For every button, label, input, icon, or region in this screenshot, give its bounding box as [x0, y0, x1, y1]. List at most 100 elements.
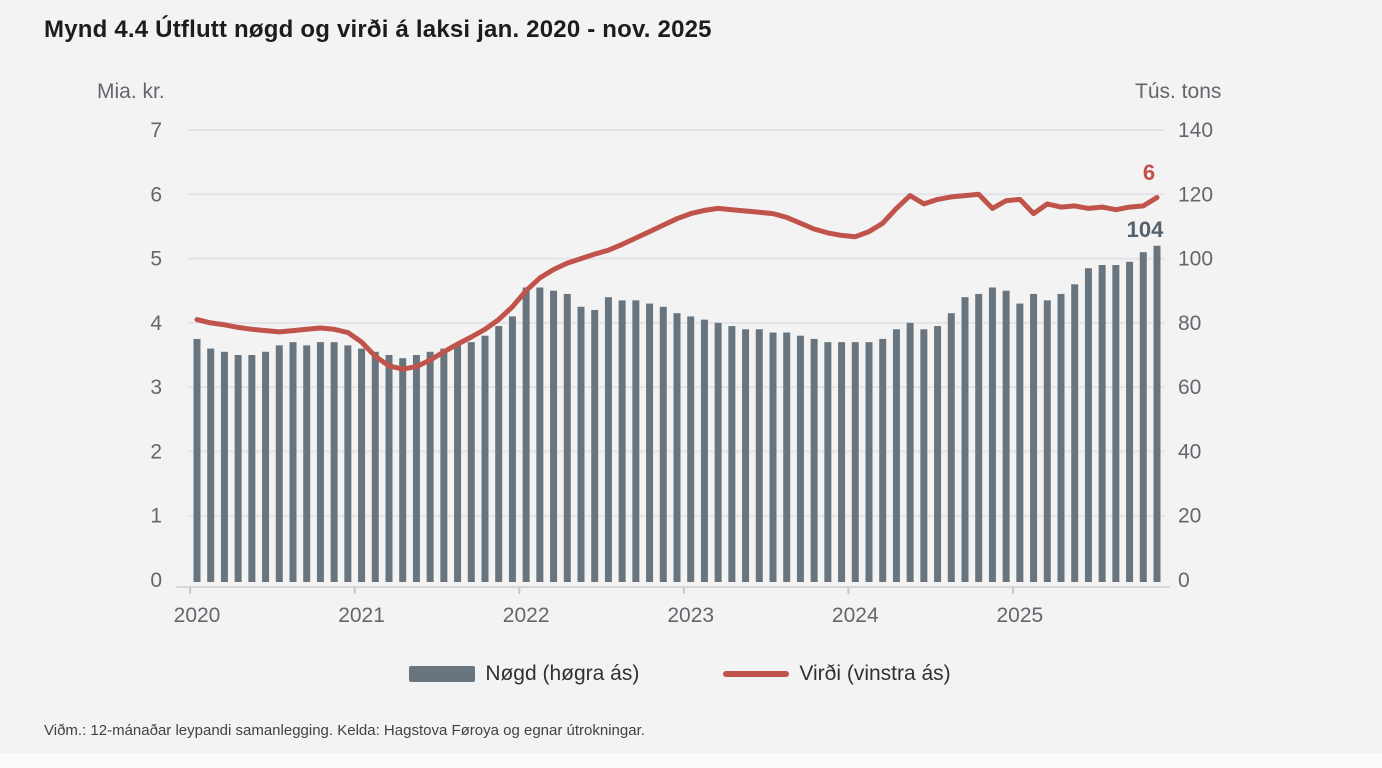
bar: [289, 342, 297, 582]
bar: [454, 345, 462, 582]
bar: [1002, 290, 1010, 582]
bar: [1057, 293, 1065, 582]
bar: [961, 297, 969, 582]
bar: [330, 342, 338, 582]
bar: [358, 348, 366, 582]
bar: [220, 351, 228, 582]
bar: [1030, 293, 1038, 582]
line-series-swatch: [723, 671, 790, 677]
left-axis-unit-label: Mia. kr.: [97, 80, 165, 103]
line-last-value-label: 6: [1142, 160, 1156, 185]
bar-last-value-label: 104: [1126, 217, 1164, 242]
bar: [879, 338, 887, 582]
bar: [412, 355, 420, 582]
bar: [934, 326, 942, 582]
legend-item-quantity: Nøgd (høgra ás): [409, 662, 639, 686]
x-axis-year-label: 2021: [338, 604, 385, 627]
bar: [1126, 261, 1134, 582]
bar: [1016, 303, 1024, 582]
bar: [659, 306, 667, 582]
bar-series: [193, 245, 1161, 582]
right-axis-tick-label: 140: [1178, 119, 1213, 142]
bar: [399, 358, 407, 582]
bar: [262, 351, 270, 582]
x-axis-year-label: 2023: [667, 604, 714, 627]
bar: [1139, 252, 1147, 582]
bar: [947, 313, 955, 582]
left-axis-tick-label: 4: [150, 312, 162, 335]
bar: [892, 329, 900, 582]
bar: [646, 303, 654, 582]
right-axis-tick-label: 40: [1178, 440, 1201, 463]
bar: [1153, 245, 1161, 582]
bar: [783, 332, 791, 582]
bar: [796, 335, 804, 582]
bar: [508, 316, 516, 582]
bar: [1071, 284, 1079, 582]
bar: [234, 355, 242, 582]
bar: [316, 342, 324, 582]
bar: [426, 351, 434, 582]
bar: [193, 338, 201, 582]
right-axis-tick-label: 100: [1178, 248, 1213, 271]
value-line: [194, 191, 1160, 372]
left-axis-tick-label: 0: [150, 569, 162, 592]
left-axis-tick-label: 7: [150, 119, 162, 142]
line-series-label: Virði (vinstra ás): [799, 662, 951, 685]
bar: [207, 348, 215, 582]
bar: [824, 342, 832, 582]
bar-series-swatch: [409, 666, 476, 682]
bar: [467, 342, 475, 582]
axis-labels: 0 1 2 3 4 5 6 7 0 20 40 60 80 100 120 140 2020 2021 2022 20…: [150, 119, 1213, 627]
left-axis-tick-label: 3: [150, 376, 162, 399]
x-axis-year-label: 2022: [503, 604, 550, 627]
bar: [618, 300, 626, 582]
bar: [714, 322, 722, 582]
legend: Nøgd (høgra ás) Virði (vinstra ás): [190, 662, 1170, 686]
left-axis-tick-label: 2: [150, 440, 162, 463]
bar: [988, 287, 996, 582]
bar: [851, 342, 859, 582]
bar: [906, 322, 914, 582]
x-axis-year-label: 2020: [174, 604, 221, 627]
right-axis-tick-label: 80: [1178, 312, 1201, 335]
bar: [303, 345, 311, 582]
right-axis-unit-label: Tús. tons: [1135, 80, 1222, 103]
source-footnote: Viðm.: 12-mánaðar leypandi samanlegging.…: [44, 722, 645, 739]
bar: [563, 293, 571, 582]
bar: [440, 348, 448, 582]
bottom-band: [0, 753, 1382, 768]
bar: [687, 316, 695, 582]
x-axis-year-label: 2024: [832, 604, 879, 627]
bar: [632, 300, 640, 582]
bar: [700, 319, 708, 582]
bar: [522, 287, 530, 582]
bar: [1098, 265, 1106, 582]
line-series: [194, 191, 1160, 372]
chart-title: Mynd 4.4 Útflutt nøgd og virði á laksi j…: [44, 16, 712, 43]
bar: [838, 342, 846, 582]
bar: [865, 342, 873, 582]
left-axis-tick-label: 1: [150, 505, 162, 528]
bar: [810, 338, 818, 582]
bar: [495, 326, 503, 582]
bar: [755, 329, 763, 582]
left-axis-tick-label: 5: [150, 248, 162, 271]
bar: [371, 351, 379, 582]
bar: [536, 287, 544, 582]
bar-series-label: Nøgd (høgra ás): [485, 662, 640, 685]
bar: [591, 310, 599, 582]
x-axis-year-label: 2025: [996, 604, 1043, 627]
bar: [1112, 265, 1120, 582]
bar: [481, 335, 489, 582]
bar: [769, 332, 777, 582]
bar: [742, 329, 750, 582]
bar: [385, 355, 393, 582]
bar: [604, 297, 612, 582]
right-axis-tick-label: 120: [1178, 183, 1213, 206]
bar: [1084, 268, 1092, 582]
bar: [1043, 300, 1051, 582]
right-axis-tick-label: 0: [1178, 569, 1190, 592]
